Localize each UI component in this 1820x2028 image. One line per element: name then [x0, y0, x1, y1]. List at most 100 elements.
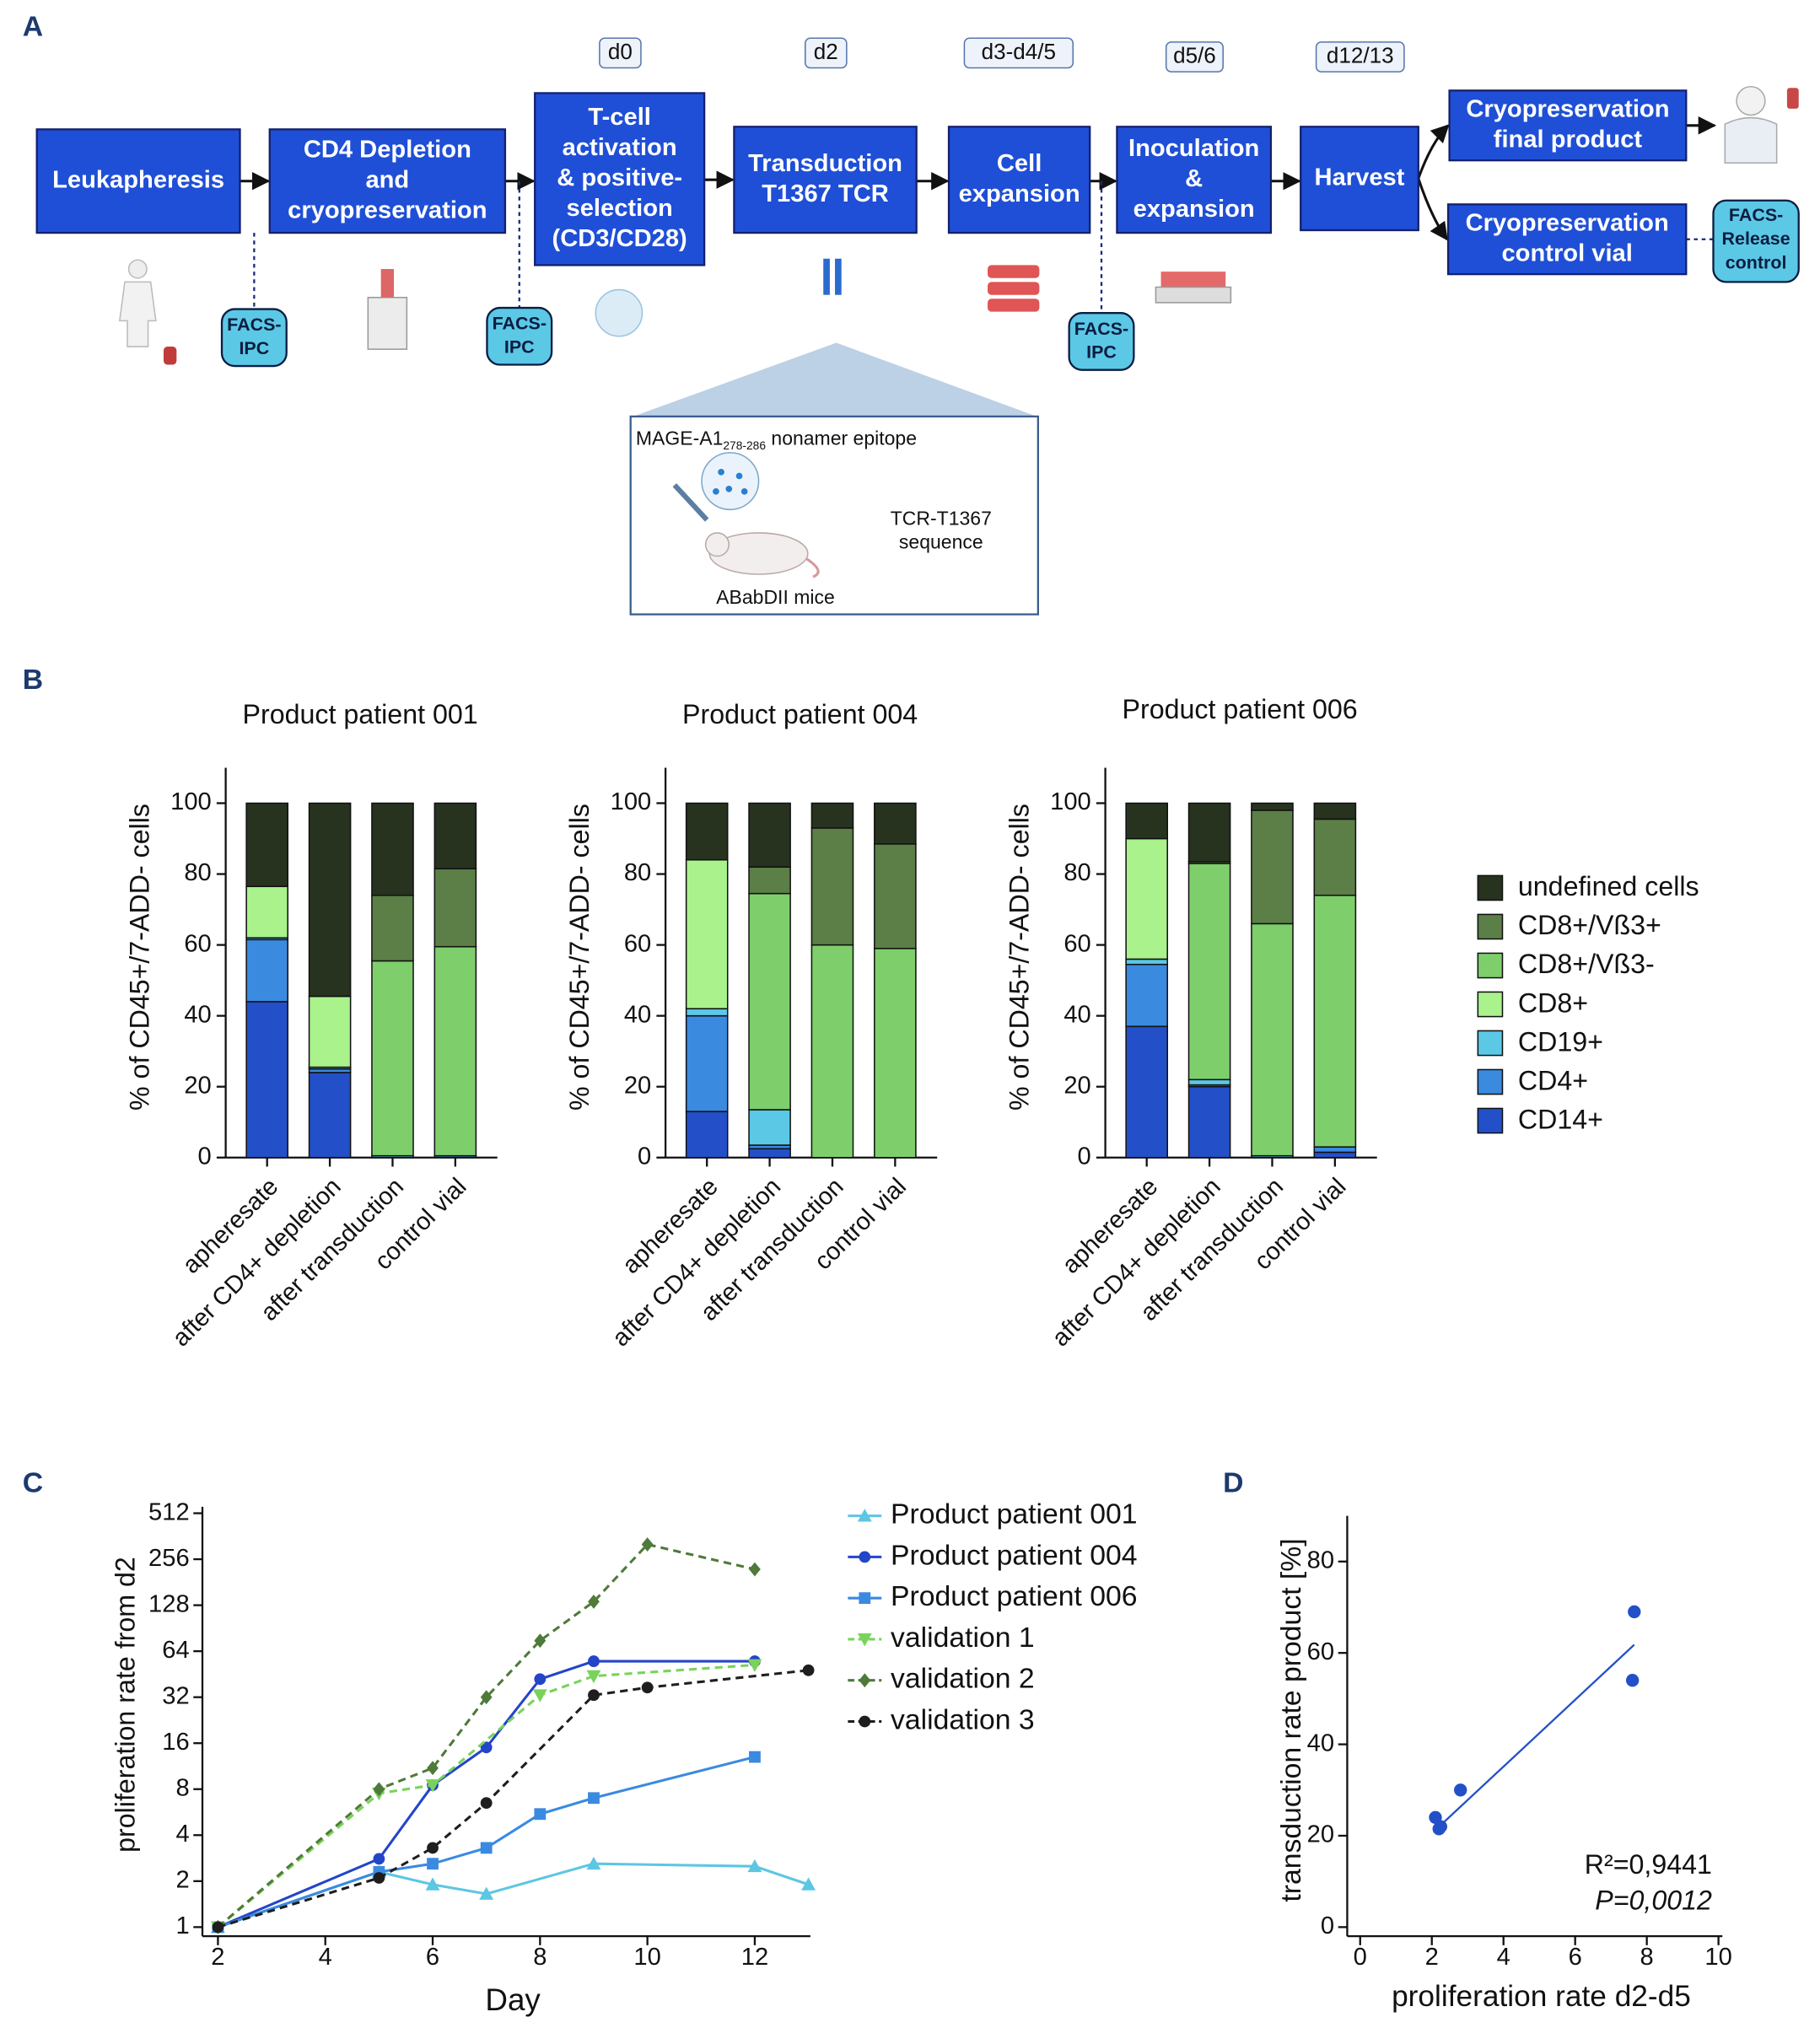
y-tick-label: 60 [1307, 1638, 1334, 1665]
facs-label: Release [1722, 229, 1790, 249]
point [747, 1859, 762, 1873]
facs-badge [486, 306, 553, 366]
bar-segment [1187, 1079, 1231, 1086]
day-badge [963, 37, 1074, 69]
bar-segment [371, 960, 414, 1157]
y-tick-label: 16 [162, 1729, 189, 1756]
bar-segment [1251, 810, 1294, 925]
x-tick-label: 8 [533, 1944, 547, 1971]
legend-label: undefined cells [1518, 871, 1699, 901]
legend-label: validation 3 [891, 1703, 1035, 1735]
box-label: control vial [1501, 239, 1632, 266]
day-badge [804, 37, 848, 69]
x-tick-label: 0 [1354, 1944, 1367, 1971]
facs-badge [220, 308, 288, 368]
bar-segment [748, 1148, 791, 1159]
panel-label: C [23, 1467, 43, 1499]
box-label: selection [567, 195, 673, 222]
point [427, 1858, 439, 1870]
bar-segment [810, 944, 854, 1159]
bar-segment [748, 866, 791, 895]
y-axis-label: % of CD45+/7-ADD- cells [1004, 804, 1034, 1111]
bar-segment [685, 1014, 729, 1112]
bar-segment [685, 858, 729, 1010]
bar-segment [371, 802, 414, 896]
y-axis-label: % of CD45+/7-ADD- cells [564, 804, 595, 1111]
bar-segment [685, 1008, 729, 1017]
point [479, 1886, 494, 1900]
bar-segment [1187, 802, 1231, 863]
series-line [217, 1542, 756, 1928]
bar-segment [685, 802, 729, 861]
legend-swatch [1477, 1107, 1504, 1134]
y-tick-label: 100 [170, 788, 212, 815]
point [747, 1659, 762, 1672]
bar-segment [433, 802, 477, 870]
result: TCR-T1367 [891, 508, 992, 530]
y-tick-label: 0 [198, 1143, 212, 1170]
y-axis-label: proliferation rate from d2 [110, 1557, 141, 1853]
point [427, 1761, 439, 1776]
epitope: MAGE-A1 [636, 428, 724, 449]
box-label: Cryopreservation [1466, 95, 1669, 122]
point [212, 1921, 224, 1934]
point [801, 1877, 816, 1891]
bar-segment [245, 1001, 289, 1159]
facs-badge [1068, 312, 1135, 371]
legend-marker [859, 1673, 871, 1688]
point [588, 1655, 600, 1667]
bar-segment [308, 1072, 352, 1159]
box-label: Transduction [748, 150, 902, 177]
legend-marker [859, 1592, 871, 1605]
legend-marker [859, 1551, 871, 1563]
point [425, 1877, 440, 1891]
y-tick-label: 0 [1078, 1143, 1091, 1170]
series-line [217, 1663, 756, 1928]
dashed-connectors [253, 180, 1714, 316]
bar-segment [748, 802, 791, 868]
panel-label: D [1223, 1467, 1243, 1499]
facs-label: IPC [504, 336, 535, 357]
day-label: d3-d4/5 [982, 39, 1056, 64]
y-tick-label: 20 [1307, 1821, 1334, 1848]
x-tick-label: 12 [741, 1944, 768, 1971]
bar-segment [685, 1111, 729, 1159]
facs-label: FACS- [227, 315, 281, 335]
box-label: Cell [997, 150, 1042, 177]
bar-segment [1187, 863, 1231, 1081]
x-tick-label: 10 [1704, 1944, 1731, 1971]
point [802, 1664, 815, 1676]
panel-label: A [23, 11, 43, 43]
y-tick-label: 256 [148, 1545, 190, 1572]
x-tick-label: 4 [1497, 1944, 1510, 1971]
bar-segment [748, 1109, 791, 1146]
y-tick-label: 128 [148, 1590, 190, 1617]
point [588, 1594, 600, 1609]
point [373, 1872, 385, 1884]
box-label: expansion [1133, 196, 1255, 223]
y-tick-label: 60 [184, 930, 211, 957]
facs-label: control [1726, 253, 1787, 273]
point [534, 1673, 547, 1686]
point [586, 1670, 601, 1684]
x-axis-label: proliferation rate d2-d5 [1392, 1980, 1691, 2013]
x-tick-label: 2 [1425, 1944, 1439, 1971]
box-label: & [1185, 165, 1203, 192]
box-label: Leukapheresis [52, 166, 224, 193]
y-tick-label: 1 [175, 1912, 189, 1939]
trend-line [1441, 1643, 1635, 1825]
bar-segment [245, 802, 289, 888]
point [1625, 1674, 1640, 1687]
y-tick-label: 100 [1050, 788, 1091, 815]
y-tick-label: 80 [184, 859, 211, 886]
x-tick-label: 6 [1569, 1944, 1582, 1971]
day-badge [1315, 41, 1405, 73]
facs-label: FACS- [1729, 205, 1783, 225]
y-tick-label: 0 [1321, 1912, 1334, 1939]
y-tick-label: 80 [624, 859, 651, 886]
legend-label: Product patient 001 [891, 1498, 1138, 1530]
y-tick-label: 100 [611, 788, 652, 815]
point [425, 1779, 440, 1793]
bar-segment [810, 802, 854, 829]
